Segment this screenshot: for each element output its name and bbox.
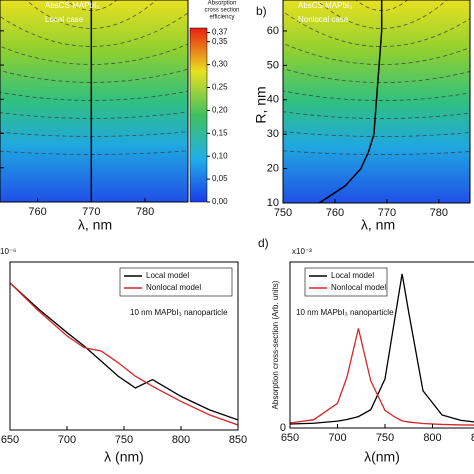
x-tick-label: 850 <box>229 434 247 446</box>
x-tick-label: 700 <box>58 434 76 446</box>
y-tick-label: 0 <box>280 422 286 434</box>
series-line <box>290 273 474 425</box>
heatmap-hot <box>311 0 452 90</box>
panel-label: d) <box>258 236 269 250</box>
y-axis-title: Absorption cross-section (Arb. units) <box>271 280 280 409</box>
plot-frame <box>0 0 189 203</box>
colorbar-title: efficiency <box>210 15 235 21</box>
y-tick-label: 30 <box>267 128 279 140</box>
colorbar-tick-label: 0,05 <box>212 174 228 183</box>
x-axis-title: λ, nm <box>361 217 395 233</box>
colorbar-tick-label: 0,35 <box>212 37 228 46</box>
colorbar-tick-label: 0,37 <box>212 28 228 37</box>
resonance-line <box>318 0 383 203</box>
colorbar-tick-label: 0,25 <box>212 83 228 92</box>
contour <box>283 90 470 101</box>
x-tick-label: 780 <box>430 207 448 219</box>
legend-label: Nonlocal model <box>331 283 386 292</box>
x-tick-label: 800 <box>423 432 441 444</box>
chart-subtitle: Local case <box>45 15 84 24</box>
panel: 10 20 30 40 50 60 750 760 770 780 b) AbsCS MAPbI₃ No… <box>253 0 471 233</box>
contour <box>283 150 470 155</box>
x-tick-label: 650 <box>1 434 19 446</box>
x-tick-label: 760 <box>326 207 344 219</box>
annotation: 10 nm MAPbI₃ nanoparticle <box>296 308 394 317</box>
x-tick-label: 750 <box>274 207 292 219</box>
x-tick-label: 700 <box>328 432 346 444</box>
colorbar-tick-label: 0,00 <box>212 197 228 206</box>
x-tick-label: 760 <box>28 206 46 218</box>
x-tick-label: 770 <box>82 206 100 218</box>
panel: 0 Local model Nonlocal model 10 nm MAPbI₃ n… <box>258 236 474 465</box>
chart-title: AbsCS MAPbI₃ <box>298 1 352 10</box>
colorbar-title: Absorption <box>208 1 237 7</box>
panel: 0,370,35 0,30 0,25 0,20 0,15 0,10 0,05 0,00 Abso… <box>0 0 240 233</box>
series-line <box>290 328 474 426</box>
annotation: 10 nm MAPbI₃ nanoparticle <box>130 308 228 317</box>
x-tick-label: 800 <box>172 434 190 446</box>
legend-label: Nonlocal model <box>146 283 201 292</box>
x-axis-title: λ, nm <box>78 217 112 233</box>
x-tick-label: 850 <box>471 432 474 444</box>
x-tick-label: 780 <box>136 206 154 218</box>
colorbar-tick-label: 0,15 <box>212 128 228 137</box>
colorbar-tick-label: 0,10 <box>212 151 228 160</box>
x-tick-label: 750 <box>376 432 394 444</box>
colorbar-title: cross section <box>204 8 239 14</box>
x-axis-title: λ(nm) <box>364 449 400 465</box>
series-line <box>10 282 238 421</box>
contour <box>283 131 470 137</box>
exponent: x10⁻⁶ <box>0 247 16 256</box>
legend-label: Local model <box>331 271 374 280</box>
x-tick-label: 770 <box>378 207 396 219</box>
legend-box <box>304 267 388 297</box>
plot-area <box>0 0 188 202</box>
plot-frame <box>282 0 471 204</box>
chart-subtitle: Nonlocal case <box>298 15 349 24</box>
plot-area <box>283 0 470 203</box>
x-tick-label: 650 <box>281 432 299 444</box>
y-tick-label: 20 <box>267 162 279 174</box>
y-axis-title: R, nm <box>253 86 269 123</box>
y-tick-label: 60 <box>267 25 279 37</box>
plot-area <box>10 282 238 426</box>
plot-area <box>290 273 474 426</box>
contour <box>283 42 470 65</box>
x-tick-label: 750 <box>115 434 133 446</box>
y-tick-label: 50 <box>267 59 279 71</box>
colorbar <box>189 27 208 203</box>
y-tick-label: 40 <box>267 94 279 106</box>
panel: Local model Nonlocal model 10 nm MAPbI₃ na… <box>0 247 247 465</box>
colorbar-tick-label: 0,30 <box>212 60 228 69</box>
x-axis-title: λ (nm) <box>104 449 144 465</box>
contour <box>283 111 470 119</box>
exponent: x10⁻³ <box>292 247 312 256</box>
legend-label: Local model <box>146 271 189 280</box>
colorbar-tick-label: 0,20 <box>212 106 228 115</box>
y-tick-label: 10 <box>267 197 279 209</box>
chart-title: AbsCS MAPbI₃ <box>45 1 99 10</box>
panel-label: b) <box>256 4 267 18</box>
series-line <box>10 282 238 426</box>
legend-box <box>119 267 233 297</box>
